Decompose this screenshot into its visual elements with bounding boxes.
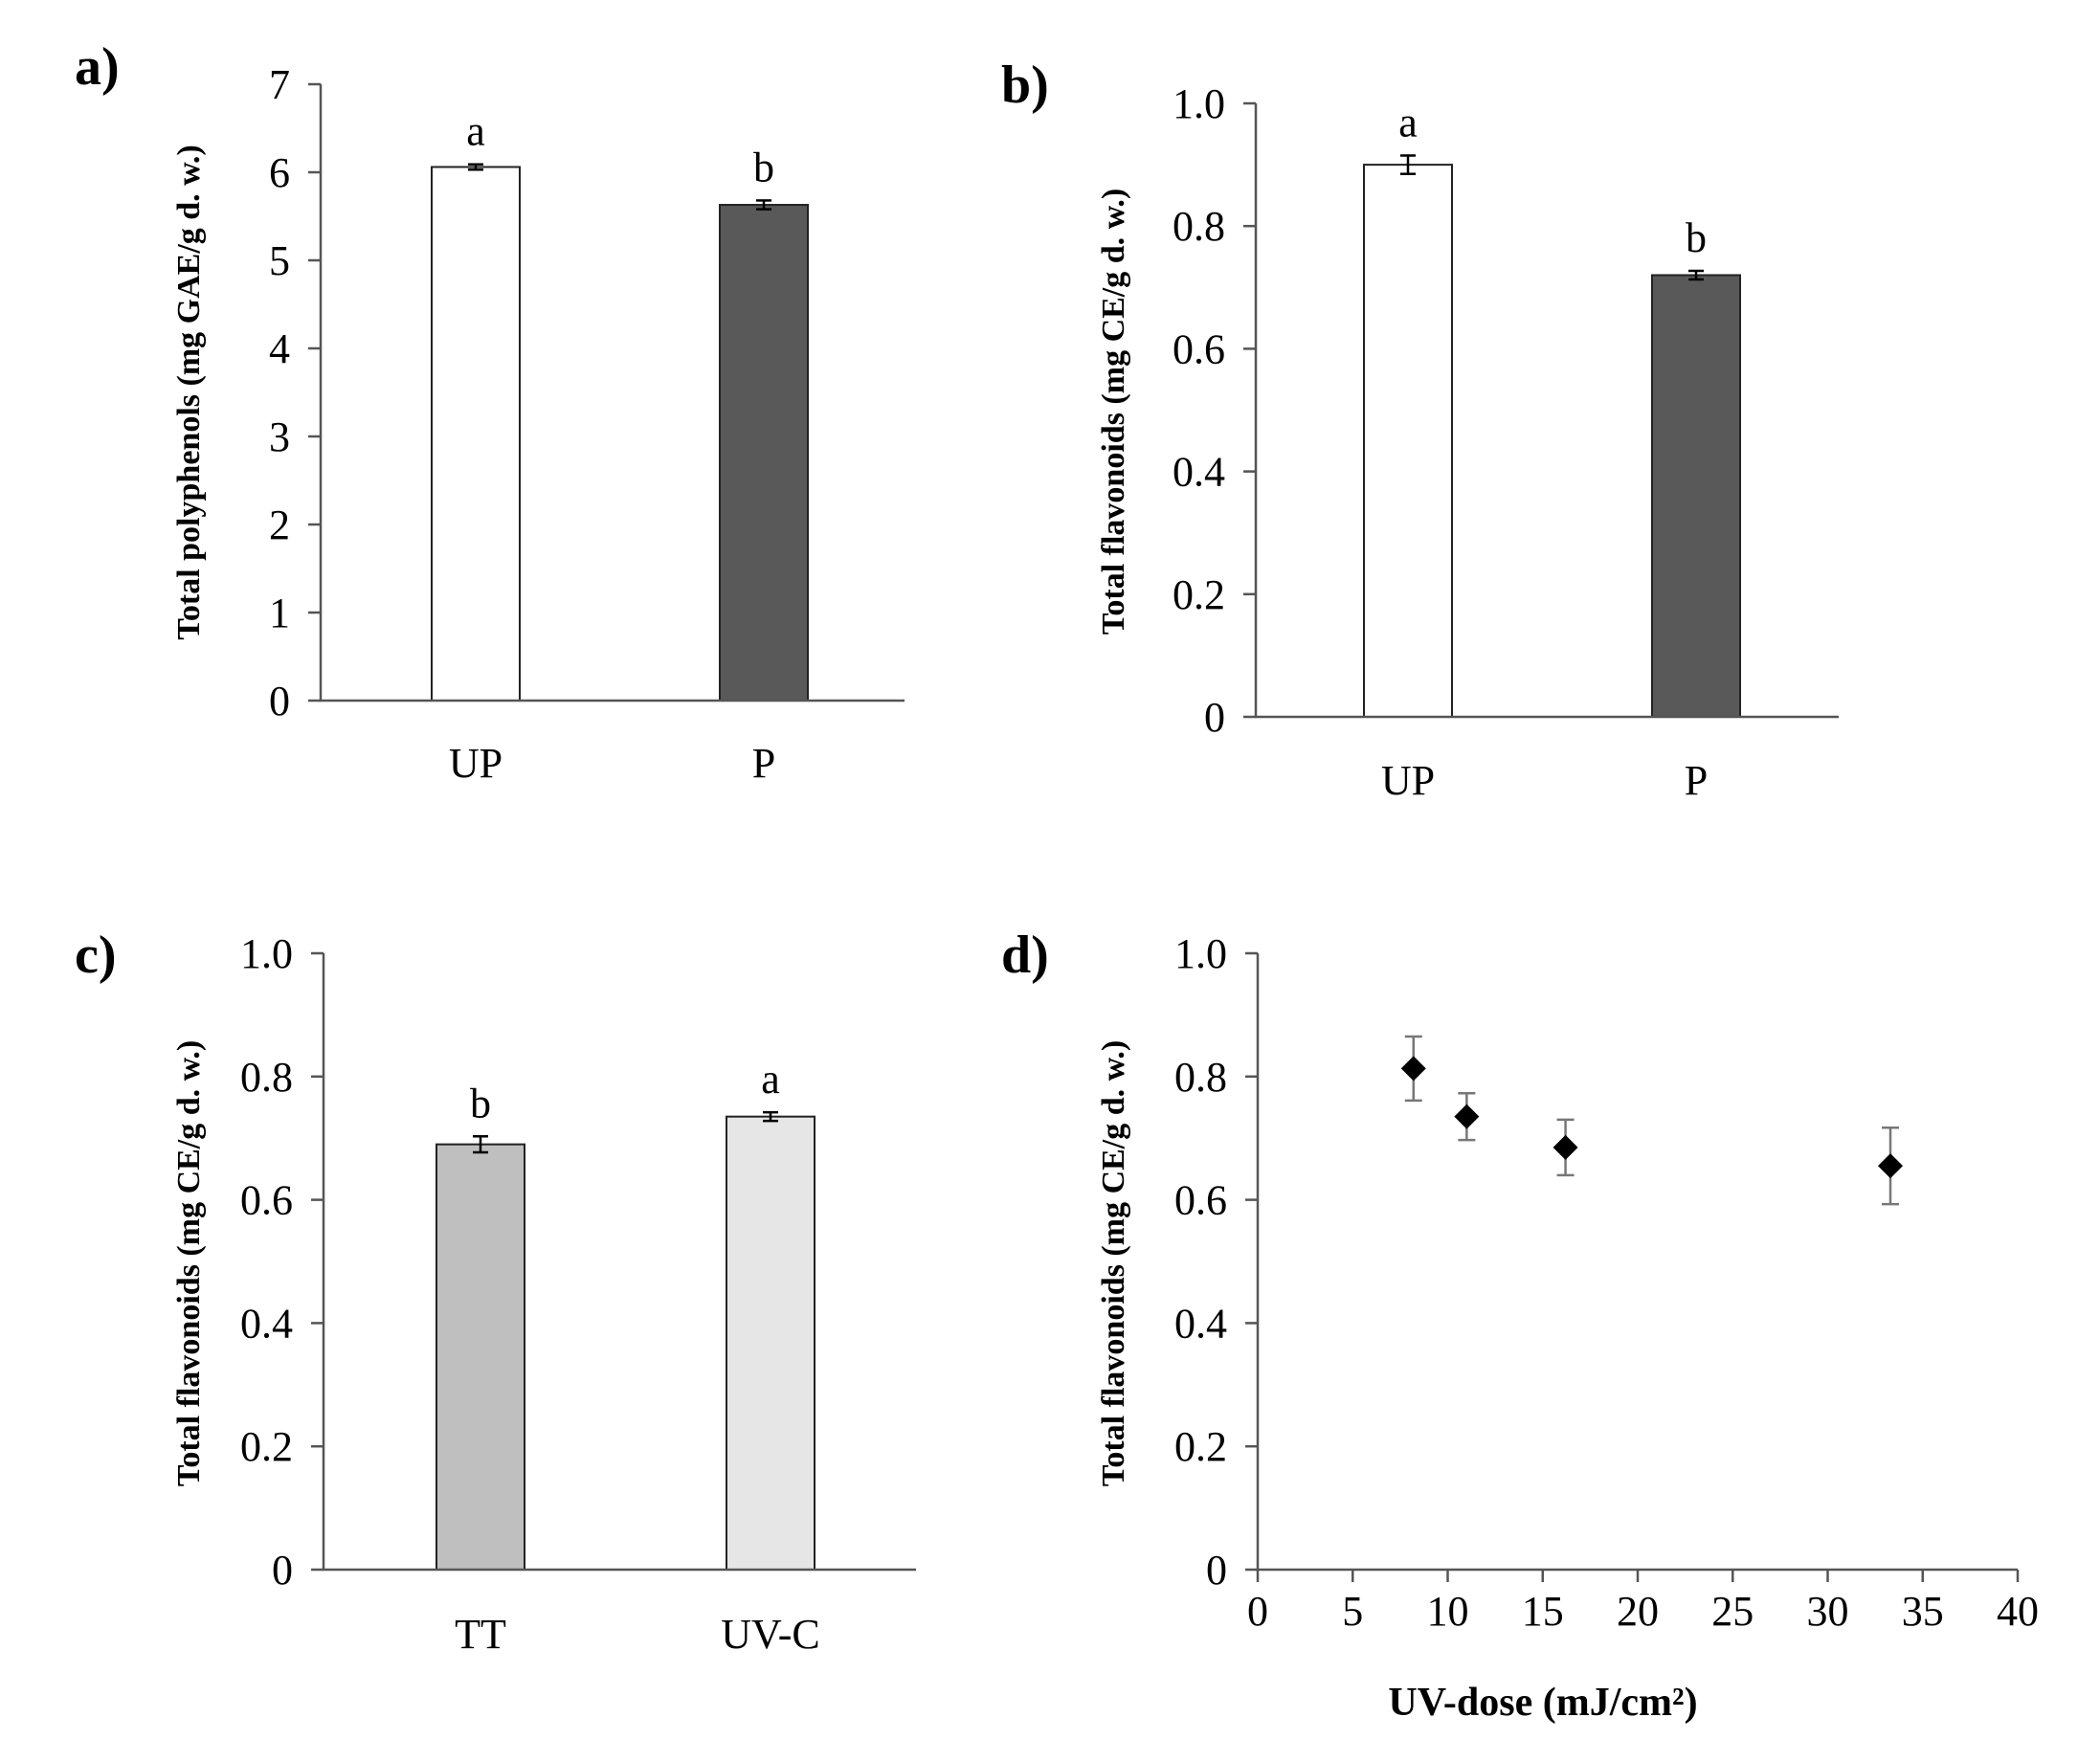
panel-d-label: d) xyxy=(1001,926,1049,985)
panel-a-y-tick-label: 0 xyxy=(269,678,290,725)
panel-b-y-tick-label: 1.0 xyxy=(1173,80,1225,127)
panel-a-bar xyxy=(431,166,521,703)
panel-b-significance-letter: a xyxy=(1398,99,1418,145)
panel-d-data-point xyxy=(1553,1134,1578,1160)
panel-b-y-tick-label: 0.4 xyxy=(1173,449,1225,496)
panel-c-y-tick-label: 1.0 xyxy=(240,930,293,977)
panel-d-data-point xyxy=(1878,1153,1904,1179)
panel-a-bar xyxy=(719,204,809,703)
panel-c-category-label: TT xyxy=(455,1611,506,1658)
panel-d-x-axis-label: UV-dose (mJ/cm²) xyxy=(1388,1681,1697,1725)
panel-b-y-ticks: 0 0.2 0.4 0.6 0.8 1.0 xyxy=(1173,80,1256,741)
panel-c-y-tick-label: 0.8 xyxy=(240,1054,293,1101)
panel-a-polyphenols-bar-chart: a) Total polyphenols (mg GAE/g d. w.) 0 1… xyxy=(75,37,905,787)
panel-b-flavonoids-bar-chart: b) Total flavonoids (mg CE/g d. w.) 0 0.2… xyxy=(1001,56,1839,804)
panel-a-significance-letter: a xyxy=(466,108,485,155)
panel-a-y-tick-label: 3 xyxy=(269,413,290,460)
panel-a-significance-letter: b xyxy=(753,144,774,190)
panel-a-y-tick-label: 2 xyxy=(269,502,290,548)
panel-d-axes xyxy=(1256,953,2018,1572)
panel-d-x-tick-label: 20 xyxy=(1617,1588,1659,1635)
panel-c-bars: ba xyxy=(436,1056,815,1572)
panel-d-points xyxy=(1400,1035,1904,1206)
panel-b-category-label: P xyxy=(1685,757,1708,804)
panel-a-axes xyxy=(319,84,905,703)
panel-a-label: a) xyxy=(75,37,120,97)
panel-d-x-tick-label: 30 xyxy=(1807,1588,1849,1635)
panel-d-x-tick-label: 40 xyxy=(1997,1588,2039,1635)
panel-d-data-point xyxy=(1454,1104,1480,1129)
panel-b-axes xyxy=(1254,103,1839,719)
panel-b-bar xyxy=(1651,274,1741,718)
panel-d-y-tick-label: 0.8 xyxy=(1174,1054,1227,1101)
panel-b-category-label: UP xyxy=(1381,757,1435,804)
panel-d-y-tick-label: 1.0 xyxy=(1174,930,1227,977)
panel-b-y-tick-label: 0.6 xyxy=(1173,325,1225,372)
panel-d-x-tick-label: 25 xyxy=(1711,1588,1754,1635)
panel-c-category-labels: TT UV-C xyxy=(455,1611,820,1658)
panel-b-category-labels: UP P xyxy=(1381,757,1708,804)
panel-d-y-ticks: 0 0.2 0.4 0.6 0.8 1.0 xyxy=(1174,930,1258,1594)
panel-c-flavonoids-bar-chart: c) Total flavonoids (mg CE/g d. w.) 0 0.2… xyxy=(75,926,916,1658)
panel-a-y-tick-label: 1 xyxy=(269,590,290,636)
panel-a-y-tick-label: 6 xyxy=(269,149,290,196)
panel-a-category-label: P xyxy=(752,740,775,787)
panel-c-y-tick-label: 0.2 xyxy=(240,1423,293,1470)
panel-d-x-tick-label: 35 xyxy=(1902,1588,1944,1635)
panel-a-y-axis-label: Total polyphenols (mg GAE/g d. w.) xyxy=(171,145,207,639)
panel-a-category-label: UP xyxy=(449,740,503,787)
panel-b-y-tick-label: 0 xyxy=(1204,694,1225,741)
panel-c-bar xyxy=(726,1115,815,1572)
panel-c-significance-letter: b xyxy=(470,1080,491,1127)
panel-d-data-point xyxy=(1400,1056,1426,1082)
panel-b-y-tick-label: 0.2 xyxy=(1173,571,1225,618)
panel-c-label: c) xyxy=(75,926,117,985)
panel-d-flavonoids-vs-uv-dose-scatter: d) Total flavonoids (mg CE/g d. w.) UV-d… xyxy=(1001,926,2039,1725)
panel-b-significance-letter: b xyxy=(1686,214,1707,261)
panel-b-y-tick-label: 0.8 xyxy=(1173,203,1225,250)
panel-d-x-tick-label: 10 xyxy=(1427,1588,1469,1635)
panel-a-y-tick-label: 4 xyxy=(269,325,290,372)
panel-d-y-axis-label: Total flavonoids (mg CE/g d. w.) xyxy=(1096,1040,1131,1486)
panel-c-category-label: UV-C xyxy=(721,1611,820,1658)
panel-c-y-tick-label: 0.6 xyxy=(240,1177,293,1224)
panel-a-y-tick-label: 5 xyxy=(269,237,290,284)
panel-d-y-tick-label: 0.6 xyxy=(1174,1177,1227,1224)
panel-a-bars: ab xyxy=(431,108,809,703)
panel-d-x-ticks: 0 5 10 15 20 25 30 35 40 xyxy=(1247,1570,2039,1635)
panel-d-y-tick-label: 0 xyxy=(1206,1547,1227,1594)
panel-c-y-axis-label: Total flavonoids (mg CE/g d. w.) xyxy=(171,1040,207,1486)
panel-c-axes xyxy=(322,953,916,1572)
panel-d-x-tick-label: 15 xyxy=(1522,1588,1564,1635)
panel-a-category-labels: UP P xyxy=(449,740,775,787)
panel-c-y-tick-label: 0.4 xyxy=(240,1300,293,1347)
panel-a-y-ticks: 0 1 2 3 4 5 6 7 xyxy=(269,61,321,725)
panel-c-bar xyxy=(436,1143,525,1571)
panel-b-y-axis-label: Total flavonoids (mg CE/g d. w.) xyxy=(1096,189,1131,635)
panel-d-y-tick-label: 0.4 xyxy=(1174,1300,1227,1347)
panel-b-label: b) xyxy=(1001,56,1049,115)
panel-c-significance-letter: a xyxy=(761,1056,780,1103)
panel-c-y-tick-label: 0 xyxy=(272,1547,293,1594)
panel-b-bars: ab xyxy=(1363,99,1741,719)
panel-d-x-tick-label: 5 xyxy=(1342,1588,1363,1635)
panel-d-y-tick-label: 0.2 xyxy=(1174,1423,1227,1470)
panel-c-y-ticks: 0 0.2 0.4 0.6 0.8 1.0 xyxy=(240,930,324,1594)
panel-b-bar xyxy=(1363,164,1453,719)
panel-d-x-tick-label: 0 xyxy=(1247,1588,1268,1635)
panel-a-y-tick-label: 7 xyxy=(269,61,290,108)
